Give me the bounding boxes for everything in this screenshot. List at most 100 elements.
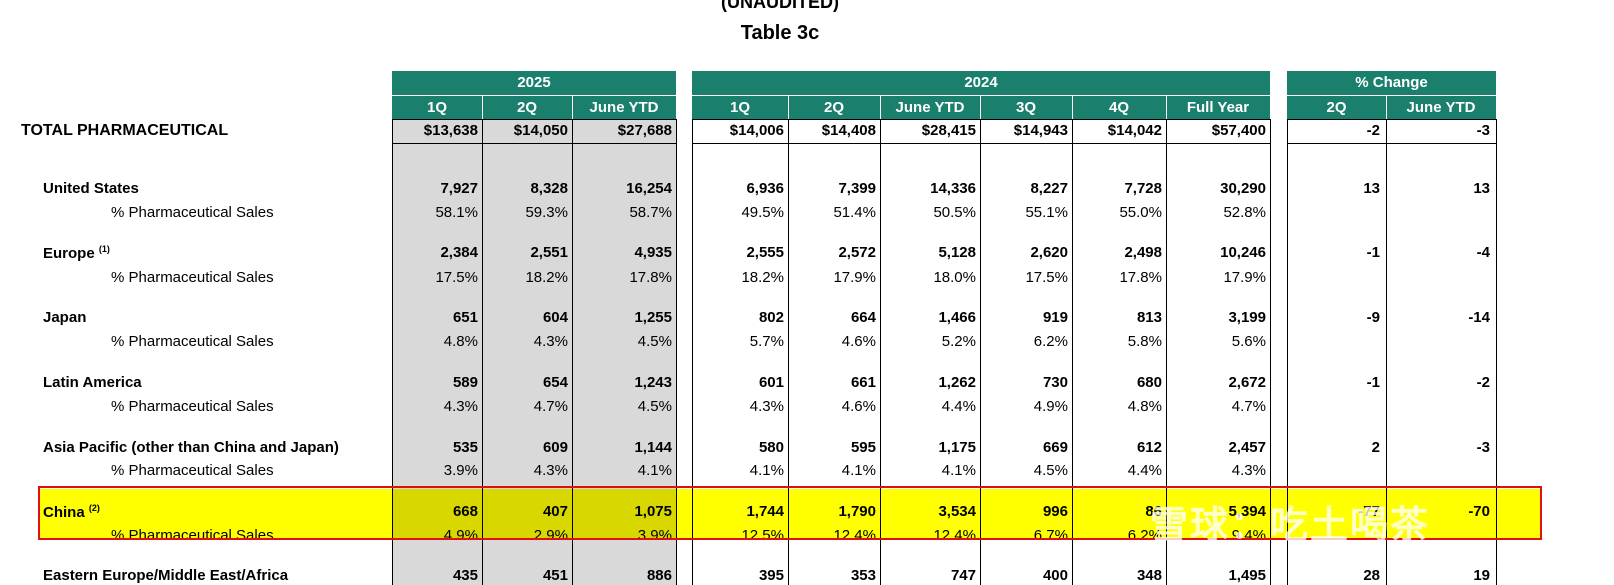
grid-hline (1287, 119, 1496, 120)
grid-vline (572, 119, 573, 585)
value-2025-cell: 1,243 (634, 374, 672, 391)
value-2024-cell: 730 (1042, 374, 1068, 391)
pct-2025-cell: 4.7% (533, 398, 568, 415)
pct-2024-cell: 4.1% (941, 462, 976, 479)
value-2024-cell: 996 (1042, 503, 1068, 520)
total-2024-cell: $14,006 (729, 122, 784, 139)
pct-2024-cell: 6.2% (1033, 333, 1068, 350)
value-2025-cell: 654 (542, 374, 568, 391)
change-cell: -9 (1366, 309, 1380, 326)
value-2024-cell: 601 (758, 374, 784, 391)
header-sep (482, 96, 483, 119)
pct-2024-cell: 5.8% (1127, 333, 1162, 350)
value-2024-cell: 3,199 (1228, 309, 1266, 326)
value-2024-cell: 10,246 (1220, 244, 1266, 261)
pct-2024-cell: 4.3% (1231, 462, 1266, 479)
pct-sales-label: % Pharmaceutical Sales (111, 269, 274, 286)
value-2024-cell: 1,262 (938, 374, 976, 391)
col2024-col-3: 3Q (980, 96, 1072, 119)
pct-2025-cell: 59.3% (525, 204, 568, 221)
col2025-col-2: June YTD (572, 96, 676, 119)
pct-2025-cell: 17.8% (629, 269, 672, 286)
value-2024-cell: 3,534 (938, 503, 976, 520)
pct-sales-label: % Pharmaceutical Sales (111, 204, 274, 221)
pct-2025-cell: 58.7% (629, 204, 672, 221)
change-cell: 28 (1363, 567, 1380, 584)
value-2025-cell: 1,075 (634, 503, 672, 520)
value-2024-cell: 5,128 (938, 244, 976, 261)
year-2024-header: 2024 (692, 71, 1270, 95)
region-name: China (43, 504, 85, 521)
pct-2024-cell: 55.0% (1119, 204, 1162, 221)
pct-2024-cell: 4.8% (1127, 398, 1162, 415)
value-2025-cell: 4,935 (634, 244, 672, 261)
value-2024-cell: 7,728 (1124, 180, 1162, 197)
value-2024-cell: 661 (850, 374, 876, 391)
year-2025-header: 2025 (392, 71, 676, 95)
change-cell: 13 (1473, 180, 1490, 197)
total-2024-cell: $14,408 (821, 122, 876, 139)
grid-hline (1287, 143, 1496, 144)
total-2024-cell: $57,400 (1211, 122, 1266, 139)
total-change-cell: -3 (1476, 122, 1490, 139)
grid-vline (980, 119, 981, 585)
value-2024-cell: 2,572 (838, 244, 876, 261)
grid-vline (1496, 119, 1497, 585)
grid-vline (676, 119, 677, 585)
grid-vline (1386, 119, 1387, 585)
total-label: TOTAL PHARMACEUTICAL (21, 122, 229, 139)
pct-2024-cell: 4.4% (941, 398, 976, 415)
pct-2024-cell: 49.5% (741, 204, 784, 221)
value-2025-cell: 8,328 (530, 180, 568, 197)
value-2024-cell: 348 (1136, 567, 1162, 584)
change-cell: -4 (1476, 244, 1490, 261)
pct-2024-cell: 18.2% (741, 269, 784, 286)
value-2024-cell: 1,744 (746, 503, 784, 520)
header-sep (1386, 96, 1387, 119)
grid-hline (392, 119, 676, 120)
change-cell: 2 (1371, 439, 1380, 456)
region-name: Japan (43, 309, 87, 326)
china-highlight (40, 489, 1540, 539)
value-2025-cell: 535 (452, 439, 478, 456)
pct-2025-cell: 18.2% (525, 269, 568, 286)
change-header: % Change (1287, 71, 1496, 95)
change-cell: 13 (1363, 180, 1380, 197)
value-2025-cell: 2,551 (530, 244, 568, 261)
value-2024-cell: 669 (1042, 439, 1068, 456)
colchange-col-1: June YTD (1386, 96, 1496, 119)
pct-2024-cell: 4.6% (841, 333, 876, 350)
region-label: Latin America (43, 374, 142, 391)
region-label: Eastern Europe/Middle East/Africa (43, 567, 288, 584)
change-cell: 19 (1473, 567, 1490, 584)
value-2024-cell: 2,457 (1228, 439, 1266, 456)
pct-2024-cell: 4.6% (841, 398, 876, 415)
value-2025-cell: 668 (452, 503, 478, 520)
pct-2025-cell: 4.3% (443, 398, 478, 415)
value-2024-cell: 1,790 (838, 503, 876, 520)
value-2024-cell: 747 (950, 567, 976, 584)
table-title: Table 3c (740, 22, 820, 44)
total-2025-cell: $27,688 (617, 122, 672, 139)
china-highlight-2025 (392, 489, 676, 539)
grid-vline (880, 119, 881, 585)
header-sep (788, 96, 789, 119)
value-2024-cell: 8,227 (1030, 180, 1068, 197)
grid-vline (1287, 119, 1288, 585)
value-2025-cell: 1,255 (634, 309, 672, 326)
change-cell: -14 (1468, 309, 1490, 326)
col2024-col-2: June YTD (880, 96, 980, 119)
grid-vline (392, 119, 393, 585)
col2024-col-4: 4Q (1072, 96, 1166, 119)
pct-2024-cell: 5.7% (749, 333, 784, 350)
region-name: Asia Pacific (other than China and Japan… (43, 439, 339, 456)
unaudited-note: (UNAUDITED) (721, 0, 839, 12)
region-name: Europe (43, 245, 95, 262)
value-2025-cell: 589 (452, 374, 478, 391)
value-2025-cell: 1,144 (634, 439, 672, 456)
total-2025-cell: $13,638 (423, 122, 478, 139)
col2024-col-0: 1Q (692, 96, 788, 119)
pct-2024-cell: 55.1% (1025, 204, 1068, 221)
value-2025-cell: 7,927 (440, 180, 478, 197)
value-2024-cell: 802 (758, 309, 784, 326)
